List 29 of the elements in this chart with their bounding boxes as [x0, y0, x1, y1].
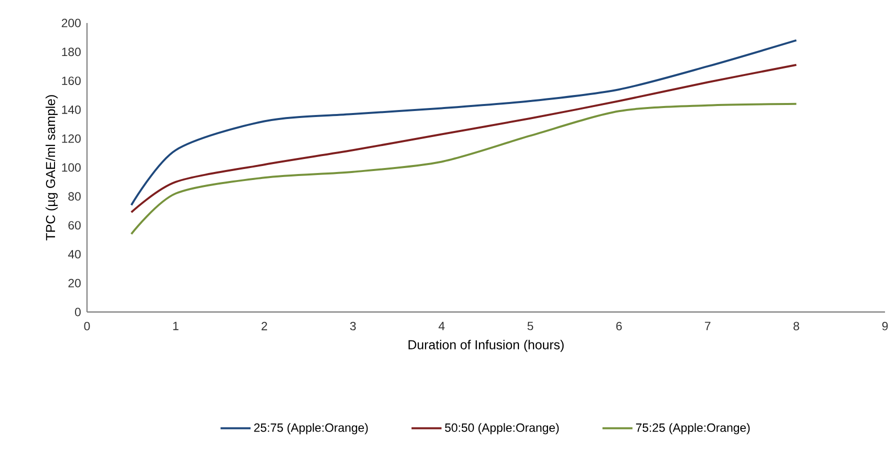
y-tick-label: 120: [62, 134, 81, 143]
y-tick-label: 20: [68, 278, 81, 288]
y-axis-title: TPC (µg GAE/ml sample): [46, 95, 58, 240]
y-tick-label: 180: [62, 48, 81, 56]
x-tick-label: 7: [704, 322, 710, 330]
line-series: [130, 64, 798, 214]
y-tick-label: 40: [68, 250, 81, 258]
legend-label: 75:25 (Apple:Orange): [636, 423, 750, 434]
line-series: [130, 102, 798, 235]
x-tick-label: 9: [882, 322, 888, 330]
legend-label: 25:75 (Apple:Orange): [254, 423, 368, 434]
x-tick-label: 6: [616, 322, 622, 330]
x-tick-label: 3: [350, 322, 356, 330]
line-series: [130, 39, 798, 206]
y-tick-label: 200: [62, 18, 81, 28]
x-tick-label: 5: [527, 322, 534, 330]
y-tick-label: 80: [68, 192, 81, 201]
legend-label: 50:50 (Apple:Orange): [444, 423, 559, 434]
x-tick-label: 0: [84, 322, 90, 330]
x-tick-label: 1: [173, 322, 178, 330]
x-axis-title: Duration of Infusion (hours): [408, 340, 564, 352]
y-tick-label: 160: [62, 76, 81, 86]
x-tick-label: 8: [794, 322, 800, 330]
y-tick-label: 60: [68, 221, 81, 230]
y-tick-label: 140: [62, 105, 81, 114]
x-tick-label: 2: [262, 322, 268, 330]
x-tick-label: 4: [438, 322, 445, 330]
y-tick-label: 100: [62, 163, 81, 172]
y-tick-label: 0: [74, 308, 81, 316]
